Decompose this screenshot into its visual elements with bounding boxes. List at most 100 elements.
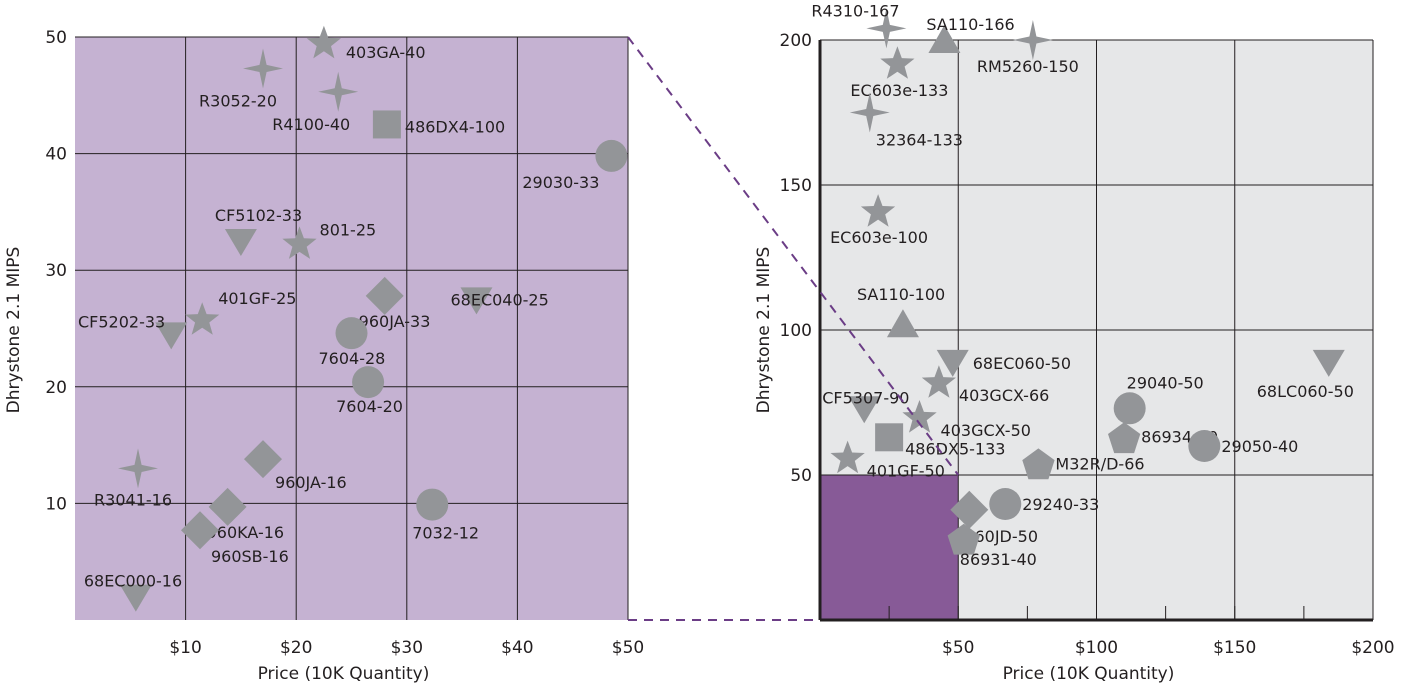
right-y-tick-label: 150 (780, 176, 812, 196)
right-point-label: 403GCX-66 (959, 386, 1049, 405)
left-y-axis-title: Dhrystone 2.1 MIPS (4, 247, 24, 414)
left-marker-square (372, 110, 401, 139)
right-point-label: SA110-166 (926, 15, 1014, 34)
right-point-label: 29050-40 (1221, 437, 1298, 456)
left-data-point: 960KA-16 (207, 487, 284, 542)
right-point-label: RM5260-150 (977, 57, 1079, 76)
left-chart: $10 $20 $30 $40 $50 10 20 30 40 50 Price (10K Quan… (4, 25, 644, 684)
left-point-label: 68EC000-16 (84, 572, 182, 591)
left-data-point: 68EC000-16 (84, 572, 182, 612)
right-x-tick-label: $200 (1351, 638, 1394, 658)
right-marker-pentagon (1108, 422, 1141, 454)
left-data-point: 29030-33 (522, 139, 628, 192)
left-data-point: CF5102-33 (215, 206, 302, 257)
left-point-label: 960JA-33 (359, 312, 431, 331)
right-marker-circle (1113, 392, 1146, 425)
left-marker-tri-down (224, 229, 257, 257)
right-data-point: 960JD-50 (950, 490, 1038, 546)
left-marker-circle (352, 366, 385, 399)
left-point-label: 486DX4-100 (405, 117, 505, 136)
left-marker-diamond (244, 440, 282, 479)
right-point-label: CF5307-90 (822, 388, 909, 407)
zoom-connector-top (627, 36, 960, 476)
right-x-tick-label: $150 (1213, 638, 1256, 658)
left-x-axis-title: Price (10K Quantity) (258, 664, 430, 684)
left-marker-diamond (181, 511, 219, 550)
left-marker-circle (595, 139, 628, 172)
right-marker-square (875, 423, 904, 452)
right-data-point: 403GCX-50 (902, 400, 1031, 440)
left-data-point: 7032-12 (412, 488, 479, 543)
right-point-label: 86931-40 (960, 550, 1037, 569)
right-point-label: EC603e-100 (830, 228, 928, 247)
left-point-label: CF5202-33 (78, 312, 165, 331)
right-point-label: 401GF-50 (867, 462, 945, 481)
right-marker-star4 (1012, 20, 1053, 60)
left-y-tick-label: 10 (45, 494, 67, 514)
right-data-point: 29040-50 (1113, 373, 1204, 425)
left-y-tick-label: 30 (45, 261, 67, 281)
right-marker-tri-down (848, 396, 881, 424)
right-chart: $50 $100 $150 $200 50 100 150 200 Price (10K Qua… (754, 1, 1395, 684)
left-marker-diamond (365, 276, 404, 315)
right-x-tick-label: $100 (1075, 638, 1118, 658)
left-data-point: 960SB-16 (181, 511, 289, 566)
left-point-label: R3041-16 (94, 490, 172, 509)
right-point-label: 68EC060-50 (973, 354, 1071, 373)
right-data-point: 32364-133 (849, 92, 963, 150)
right-marker-circle (1188, 430, 1221, 462)
left-marker-star5 (306, 25, 341, 59)
left-point-label: 960KA-16 (207, 523, 284, 542)
right-marker-diamond (950, 490, 989, 529)
right-data-point: 401GF-50 (830, 440, 945, 481)
right-data-point: 86931-40 (947, 523, 1037, 569)
right-point-label: R4310-167 (811, 1, 899, 20)
right-data-point: RM5260-150 (977, 20, 1079, 76)
left-data-point: 7604-20 (336, 366, 403, 416)
left-x-tick-label: $50 (612, 638, 644, 658)
right-data-point: R4310-167 (811, 1, 907, 49)
right-data-point: M32R/D-66 (1022, 448, 1145, 480)
left-marker-tri-down (155, 322, 188, 350)
left-point-label: 7032-12 (412, 524, 479, 543)
right-data-point: 68EC060-50 (936, 349, 1071, 377)
right-marker-star5 (880, 46, 915, 79)
right-marker-star4 (866, 8, 907, 49)
right-x-tick-label: $50 (942, 638, 974, 658)
left-data-point: 486DX4-100 (372, 110, 505, 139)
right-marker-circle (989, 488, 1022, 520)
left-marker-star5 (185, 302, 220, 335)
left-marker-circle (416, 488, 449, 521)
left-marker-diamond (208, 487, 247, 526)
left-data-point: 801-25 (282, 220, 376, 259)
left-marker-star4 (318, 71, 359, 112)
right-marker-star4 (849, 92, 890, 133)
right-marker-tri-up (886, 309, 919, 338)
left-point-label: 960SB-16 (211, 547, 289, 566)
right-data-point: 486DX5-133 (875, 423, 1005, 458)
right-point-label: 68LC060-50 (1257, 382, 1354, 401)
right-data-point: 68LC060-50 (1257, 349, 1354, 401)
left-point-label: 403GA-40 (346, 43, 426, 62)
left-data-point: 960JA-16 (244, 440, 347, 492)
right-marker-tri-down (936, 349, 969, 377)
right-point-label: 486DX5-133 (905, 439, 1005, 458)
left-x-tick-label: $40 (501, 638, 533, 658)
left-point-label: 7604-20 (336, 397, 403, 416)
right-point-label: 29240-33 (1022, 495, 1099, 514)
right-data-point: 29050-40 (1188, 430, 1298, 462)
right-marker-star5 (902, 400, 937, 433)
left-y-tick-label: 40 (45, 145, 67, 165)
right-data-point: CF5307-90 (822, 388, 909, 424)
left-x-tick-label: $30 (391, 638, 423, 658)
left-point-label: R4100-40 (272, 115, 350, 134)
left-point-label: R3052-20 (199, 91, 277, 110)
right-point-label: M32R/D-66 (1055, 454, 1144, 473)
left-marker-star4 (243, 48, 283, 89)
right-data-point: SA110-166 (926, 15, 1015, 53)
right-point-label: EC603e-133 (850, 81, 948, 100)
left-marker-star5 (282, 226, 317, 259)
right-y-axis-title: Dhrystone 2.1 MIPS (754, 247, 774, 414)
left-y-tick-label: 50 (45, 28, 67, 48)
